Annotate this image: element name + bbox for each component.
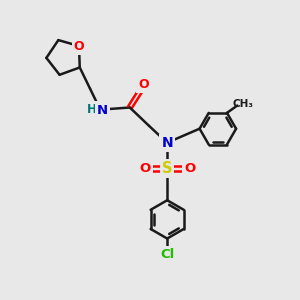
Text: H: H [87,103,97,116]
Text: O: O [138,78,149,91]
Text: N: N [97,104,108,117]
Text: O: O [139,162,150,175]
Text: Cl: Cl [160,248,174,261]
Text: O: O [74,40,84,52]
Text: N: N [161,136,173,150]
Text: CH₃: CH₃ [232,99,253,109]
Text: O: O [184,162,195,175]
Text: S: S [162,161,172,176]
